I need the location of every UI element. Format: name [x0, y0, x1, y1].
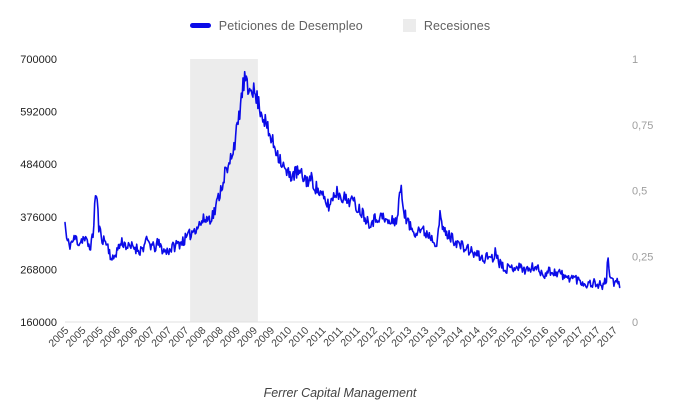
- y-axis-left-label: 484000: [20, 159, 57, 171]
- recession-band: [190, 59, 258, 322]
- y-axis-left-label: 376000: [20, 212, 57, 224]
- y-axis-left-label: 160000: [20, 317, 57, 329]
- legend-label-claims: Peticiones de Desempleo: [218, 18, 363, 33]
- y-axis-right-label: 1: [632, 54, 638, 66]
- y-axis-right-label: 0: [632, 317, 638, 329]
- chart-legend: Peticiones de Desempleo Recesiones: [0, 0, 680, 45]
- claims-line: [64, 70, 621, 291]
- y-axis-right-label: 0,75: [632, 120, 653, 132]
- y-axis-left-label: 268000: [20, 264, 57, 276]
- chart-caption: Ferrer Capital Management: [263, 386, 417, 400]
- legend-item-recessions: Recesiones: [402, 18, 491, 33]
- y-axis-left-label: 700000: [20, 54, 57, 66]
- recessions-series-swatch-icon: [402, 19, 416, 32]
- y-axis-left-label: 592000: [20, 107, 57, 119]
- x-axis-year-label: 2017: [595, 325, 620, 350]
- y-axis-right-label: 0,25: [632, 251, 653, 263]
- plot-area: 700000 592000 484000 376000 268000 160000 1 0,7…: [20, 54, 653, 350]
- legend-label-recessions: Recesiones: [423, 18, 491, 33]
- legend-item-claims: Peticiones de Desempleo: [189, 18, 363, 33]
- claims-series-swatch-icon: [189, 23, 211, 28]
- y-axis-right-label: 0,5: [632, 186, 647, 198]
